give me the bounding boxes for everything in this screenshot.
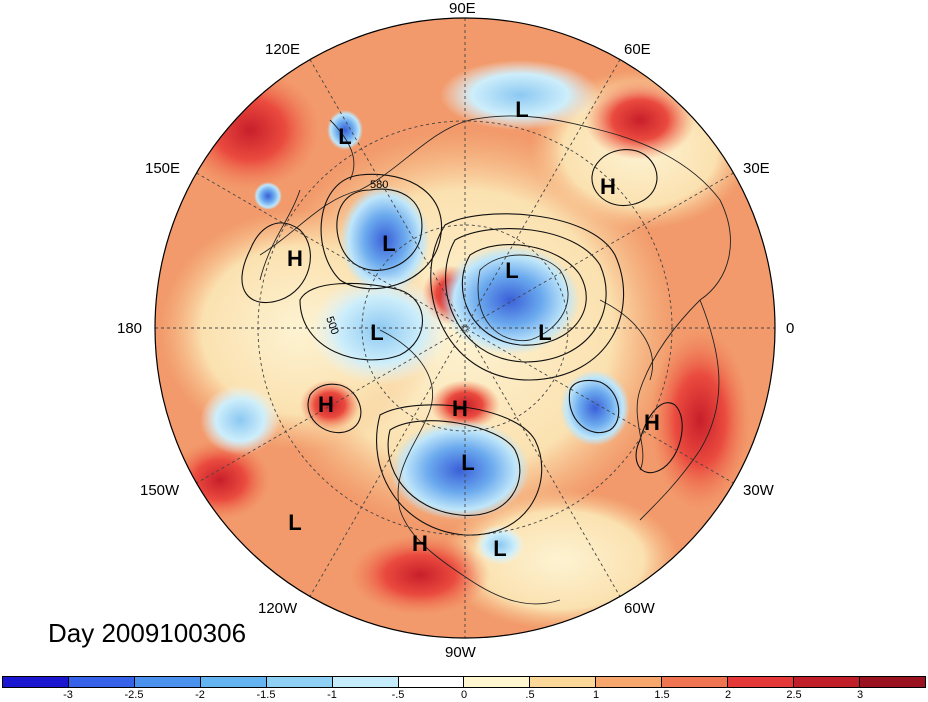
- lon-label-30w: 30W: [743, 482, 774, 499]
- colorbar-segment: [794, 677, 860, 687]
- lon-label-120w: 120W: [258, 600, 298, 617]
- pressure-low-center: L: [382, 231, 396, 256]
- colorbar-segment: [134, 677, 201, 687]
- colorbar-tick-label: -3: [63, 689, 73, 701]
- pressure-low-center: L: [288, 510, 302, 535]
- pressure-low-center: L: [493, 536, 507, 561]
- pressure-high-center: H: [287, 246, 303, 271]
- lon-label-30e: 30E: [743, 160, 770, 177]
- colorbar-tick-label: .5: [525, 689, 535, 701]
- pressure-high-center: H: [600, 174, 616, 199]
- colorbar-segment: [530, 677, 597, 687]
- colorbar-segment: [200, 677, 267, 687]
- coastlines: [259, 115, 731, 605]
- colorbar-segment: [332, 677, 399, 687]
- colorbar-tick-label: -2.5: [124, 689, 144, 701]
- lon-label-0: 0: [786, 320, 795, 337]
- colorbar-tick-label: 0: [460, 689, 468, 701]
- pressure-low-center: L: [461, 450, 475, 475]
- colorbar-tick-label: 3: [856, 689, 864, 701]
- lon-label-90e: 90E: [449, 0, 476, 17]
- pressure-low-center: L: [515, 97, 529, 122]
- colorbar-segment: [596, 677, 663, 687]
- colorbar-segment: [464, 677, 531, 687]
- colorbar-segment: [266, 677, 333, 687]
- colorbar-tick-label: -1.5: [256, 689, 276, 701]
- colorbar-tick-label: 2: [724, 689, 732, 701]
- polar-map: 580 500: [154, 17, 776, 639]
- lon-label-150w: 150W: [140, 482, 180, 499]
- lon-label-60w: 60W: [624, 600, 655, 617]
- pressure-high-center: H: [452, 396, 468, 421]
- colorbar-tick-label: -.5: [391, 689, 405, 701]
- shaded-anomaly-field: [155, 18, 775, 638]
- map-boundary: [154, 17, 776, 639]
- colorbar-tick-labels: -3 -2.5 -2 -1.5 -1 -.5 0 .5 1 1.5 2 2.5 3: [2, 689, 926, 702]
- pressure-low-center: L: [370, 320, 384, 345]
- contour-label-500: 500: [323, 315, 341, 336]
- colorbar-segment: [68, 677, 135, 687]
- pressure-low-center: L: [338, 124, 352, 149]
- colorbar-segment: [398, 677, 465, 687]
- pressure-high-center: H: [318, 392, 334, 417]
- lon-label-150e: 150E: [145, 160, 181, 177]
- colorbar-segment: [662, 677, 729, 687]
- graticule: [155, 18, 775, 638]
- colorbar-tick-label: 1: [592, 689, 600, 701]
- pressure-high-center: H: [412, 531, 428, 556]
- height-contours: [241, 149, 683, 536]
- colorbar-segment: [3, 677, 69, 687]
- colorbar: [2, 676, 926, 688]
- day-label: Day 2009100306: [48, 618, 247, 648]
- colorbar-tick-label: -2: [195, 689, 205, 701]
- colorbar-tick-label: 1.5: [654, 689, 670, 701]
- lon-label-60e: 60E: [624, 41, 651, 58]
- colorbar-segment: [728, 677, 795, 687]
- colorbar-tick-label: 2.5: [786, 689, 802, 701]
- contour-label-580: 580: [370, 179, 388, 191]
- lon-label-90w: 90W: [445, 644, 476, 661]
- pressure-low-center: L: [538, 320, 552, 345]
- pressure-high-center: H: [644, 410, 660, 435]
- colorbar-tick-label: -1: [327, 689, 337, 701]
- lon-label-180: 180: [117, 320, 143, 337]
- pressure-low-center: L: [505, 258, 519, 283]
- colorbar-segment: [859, 677, 925, 687]
- lon-label-120e: 120E: [265, 41, 301, 58]
